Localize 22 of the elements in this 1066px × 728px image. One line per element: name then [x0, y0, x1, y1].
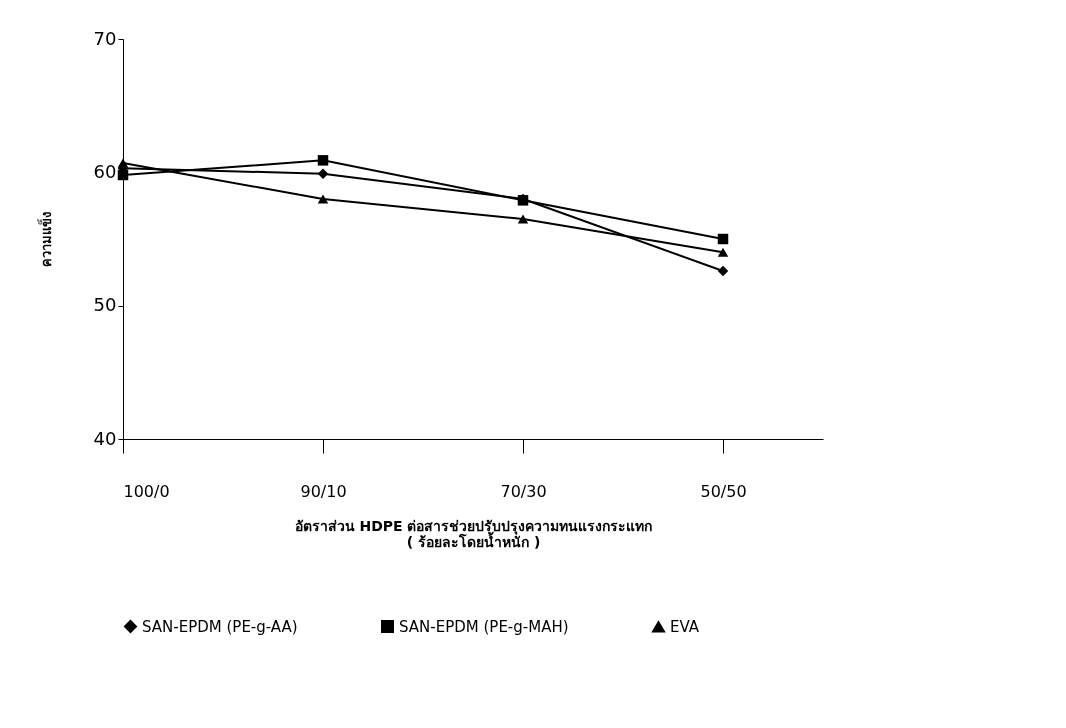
- point: [717, 265, 729, 277]
- x-tick-label: 50/50: [700, 481, 747, 501]
- point: [117, 158, 129, 168]
- y-tick-label: 50: [93, 294, 117, 316]
- x-tick-label: 100/0: [123, 481, 170, 501]
- y-tick-label: 40: [93, 427, 117, 449]
- legend-label: SAN-EPDM (PE-g-MAH): [399, 617, 569, 636]
- point: [717, 233, 729, 245]
- x-tick-label: 70/30: [500, 481, 547, 501]
- y-tick-label: 70: [93, 27, 117, 49]
- point: [517, 214, 529, 224]
- y-tick-label: 60: [93, 160, 117, 182]
- x-tick-label: 90/10: [300, 481, 347, 501]
- point: [317, 155, 329, 166]
- legend-label: SAN-EPDM (PE-g-AA): [142, 617, 298, 636]
- point: [317, 168, 329, 179]
- y-axis-title: ความแข็ง: [36, 212, 54, 267]
- point: [117, 169, 129, 181]
- point: [717, 247, 729, 257]
- x-axis-title: อัตราส่วน HDPE ต่อสารช่วยปรับปรุงความทนแรงกระแทก ( ร้อยละโดยน้ำหนัก ): [294, 517, 653, 550]
- point: [317, 194, 329, 204]
- legend-label: EVA: [670, 617, 700, 636]
